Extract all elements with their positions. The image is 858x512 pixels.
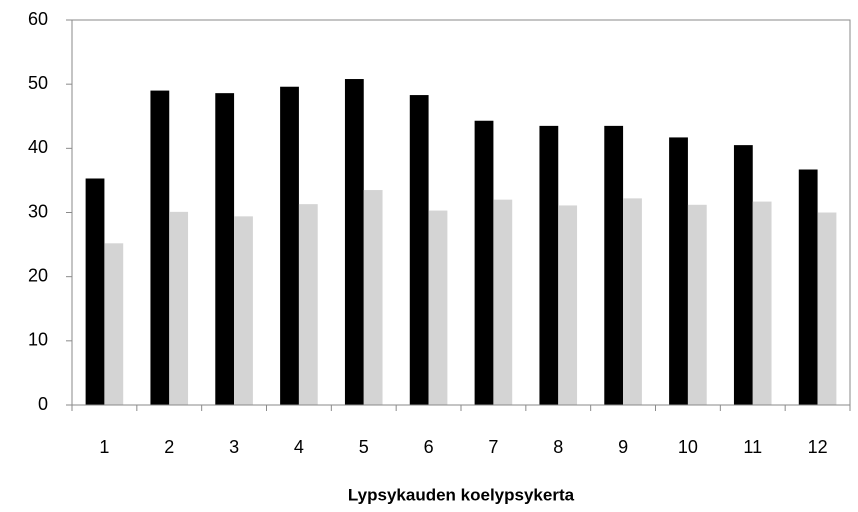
- x-tick-label: 11: [743, 437, 762, 457]
- x-tick-label: 2: [164, 437, 174, 457]
- y-tick-label: 20: [28, 265, 48, 285]
- bar: [733, 145, 753, 405]
- bar: [493, 199, 513, 405]
- x-tick-label: 8: [553, 437, 563, 457]
- bar: [539, 125, 559, 405]
- bar: [104, 243, 124, 405]
- bar: [234, 216, 253, 405]
- bar: [169, 211, 189, 405]
- bar: [669, 137, 688, 406]
- y-tick-label: 40: [28, 137, 48, 157]
- x-tick-label: 12: [808, 437, 828, 457]
- x-tick-label: 3: [229, 437, 239, 457]
- bar: [798, 169, 818, 405]
- bar: [150, 90, 170, 405]
- bar: [604, 125, 624, 405]
- y-tick-label: 30: [28, 201, 48, 221]
- bar: [428, 210, 448, 405]
- y-tick-label: 60: [28, 9, 48, 29]
- bar: [817, 212, 837, 405]
- bar: [344, 79, 364, 406]
- y-tick-label: 50: [28, 73, 48, 93]
- bar: [558, 205, 578, 405]
- x-tick-label: 6: [424, 437, 434, 457]
- bar: [280, 86, 299, 405]
- y-tick-label: 0: [38, 394, 48, 414]
- bar: [409, 95, 429, 405]
- y-tick-label: 10: [28, 330, 48, 350]
- x-tick-label: 10: [678, 437, 698, 457]
- plot-frame: [71, 19, 851, 406]
- x-tick-label: 9: [618, 437, 628, 457]
- x-tick-label: 7: [488, 437, 498, 457]
- bar: [215, 93, 235, 406]
- bar: [363, 190, 383, 405]
- bar: [623, 198, 642, 405]
- bar: [752, 201, 772, 405]
- bar: [298, 204, 318, 405]
- x-tick-label: 1: [99, 437, 109, 457]
- bar: [85, 178, 105, 405]
- bar: [687, 204, 707, 405]
- x-tick-label: 5: [359, 437, 369, 457]
- x-axis-title: Lypsykauden koelypsykerta: [348, 485, 575, 504]
- x-tick-label: 4: [294, 437, 304, 457]
- bar: [474, 120, 494, 405]
